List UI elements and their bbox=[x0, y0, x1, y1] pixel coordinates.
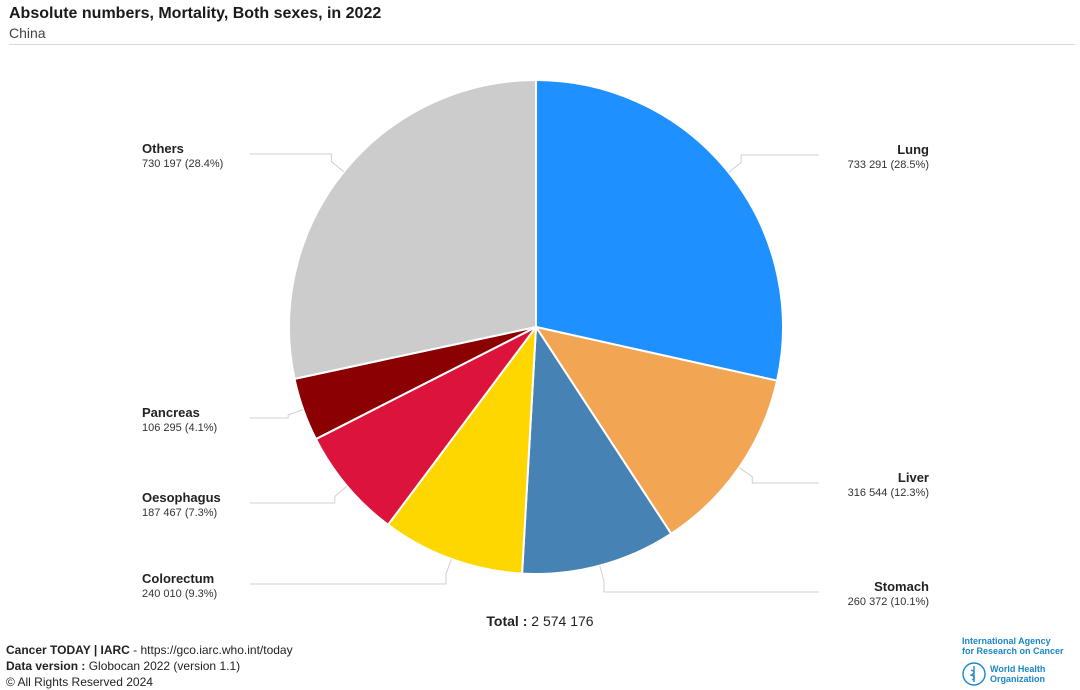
total-line: Total : 2 574 176 bbox=[0, 613, 1080, 629]
slice-value-liver: 316 544 (12.3%) bbox=[848, 487, 929, 499]
slice-value-colorectum: 240 010 (9.3%) bbox=[142, 588, 217, 600]
chart-title: Absolute numbers, Mortality, Both sexes,… bbox=[9, 5, 382, 22]
connector-stomach bbox=[599, 565, 819, 593]
footer-version-text: Globocan 2022 (version 1.1) bbox=[85, 659, 241, 673]
connector-others bbox=[250, 153, 345, 173]
footer-version-bold: Data version : bbox=[6, 659, 86, 673]
slice-value-others: 730 197 (28.4%) bbox=[142, 158, 223, 170]
iarc-logo-line2: for Research on Cancer bbox=[962, 646, 1064, 656]
footer-source-url: - https://gco.iarc.who.int/today bbox=[129, 643, 293, 657]
slice-label-oesophagus: Oesophagus bbox=[142, 490, 221, 505]
pie-slice-oesophagus[interactable] bbox=[314, 326, 537, 526]
chart-subtitle: China bbox=[9, 25, 46, 41]
who-emblem-icon bbox=[962, 662, 986, 686]
slice-value-lung: 733 291 (28.5%) bbox=[848, 159, 929, 171]
footer-line-version: Data version : Globocan 2022 (version 1.… bbox=[6, 658, 293, 674]
footer: Cancer TODAY | IARC - https://gco.iarc.w… bbox=[6, 642, 293, 690]
footer-source-bold: Cancer TODAY | IARC bbox=[6, 643, 130, 657]
chart-header: Absolute numbers, Mortality, Both sexes,… bbox=[9, 4, 381, 42]
slice-label-colorectum: Colorectum bbox=[142, 571, 214, 586]
connector-colorectum bbox=[250, 558, 452, 585]
who-logo: World Health Organization bbox=[962, 662, 1072, 686]
who-logo-line1: World Health bbox=[990, 664, 1046, 674]
connector-pancreas bbox=[250, 409, 304, 419]
pie-slice-others[interactable] bbox=[288, 79, 537, 380]
footer-line-source: Cancer TODAY | IARC - https://gco.iarc.w… bbox=[6, 642, 293, 658]
total-label: Total : bbox=[486, 613, 528, 629]
slice-value-oesophagus: 187 467 (7.3%) bbox=[142, 507, 217, 519]
slice-label-pancreas: Pancreas bbox=[142, 405, 200, 420]
slice-label-lung: Lung bbox=[897, 142, 929, 157]
slice-value-pancreas: 106 295 (4.1%) bbox=[142, 422, 217, 434]
slice-label-others: Others bbox=[142, 141, 184, 156]
slice-value-stomach: 260 372 (10.1%) bbox=[848, 596, 929, 608]
total-value: 2 574 176 bbox=[531, 613, 594, 629]
pie-slice-lung[interactable] bbox=[535, 79, 784, 382]
connector-liver bbox=[738, 467, 819, 484]
connector-oesophagus bbox=[250, 485, 348, 504]
slice-label-liver: Liver bbox=[898, 470, 929, 485]
pie-slice-liver[interactable] bbox=[535, 326, 779, 535]
iarc-logo-line1: International Agency bbox=[962, 636, 1051, 646]
who-logo-line2: Organization bbox=[990, 674, 1046, 684]
footer-copyright: © All Rights Reserved 2024 bbox=[6, 675, 153, 689]
slice-label-stomach: Stomach bbox=[874, 579, 929, 594]
iarc-who-logo: International Agency for Research on Can… bbox=[962, 636, 1072, 688]
connector-lung bbox=[728, 154, 819, 173]
header-divider bbox=[9, 44, 1075, 45]
